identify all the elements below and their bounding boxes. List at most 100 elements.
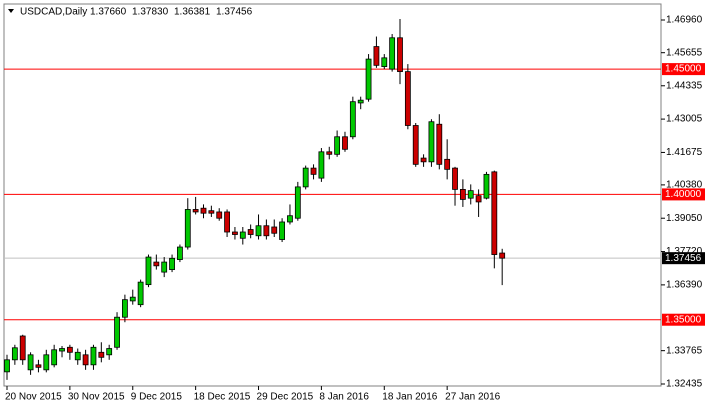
candle-body — [318, 151, 325, 179]
menu-arrow — [8, 9, 14, 13]
candle-body — [412, 125, 419, 165]
candle-body — [177, 246, 183, 260]
candle-body — [200, 207, 207, 214]
y-tick-label: 1.45655 — [666, 47, 703, 58]
candle-body — [389, 37, 396, 70]
candle-body — [66, 346, 73, 353]
level-label: 1.35000 — [665, 314, 702, 325]
candle-body — [208, 210, 215, 214]
x-tick-label: 18 Jan 2016 — [382, 392, 437, 403]
y-tick-label: 1.40380 — [666, 180, 703, 191]
candle-body — [169, 257, 175, 270]
candle-body — [365, 58, 372, 100]
level-label: 1.40000 — [665, 189, 702, 200]
candle-body — [294, 186, 301, 219]
y-tick-label: 1.32435 — [666, 379, 703, 390]
candle-body — [420, 157, 427, 163]
candle-body — [302, 167, 309, 188]
candle-body — [444, 158, 451, 170]
candle-body — [145, 256, 152, 286]
ohlc-label: 1.37456 — [216, 7, 253, 18]
candle-body — [59, 348, 65, 352]
candle-body — [4, 359, 10, 373]
x-tick-label: 18 Dec 2015 — [194, 392, 251, 403]
level-label-box — [662, 63, 705, 76]
y-tick-label: 1.33765 — [666, 345, 703, 356]
level-label: 1.45000 — [665, 64, 702, 75]
x-tick-label: 27 Jan 2016 — [445, 392, 500, 403]
candle-body — [90, 346, 97, 366]
ohlc-label: 1.36381 — [174, 7, 211, 18]
candle-body — [11, 347, 18, 361]
x-tick-label: 8 Jan 2016 — [319, 392, 369, 403]
candle-body — [381, 57, 388, 68]
candle-body — [129, 296, 136, 302]
candle-body — [326, 151, 333, 155]
candle-body — [184, 209, 191, 248]
x-tick-label: 30 Nov 2015 — [68, 392, 125, 403]
candle-body — [452, 167, 458, 190]
candle-body — [51, 349, 58, 366]
candle-body — [98, 351, 105, 358]
candle-body — [475, 195, 482, 203]
candle-body — [224, 211, 230, 233]
candle-body — [122, 299, 128, 318]
candle-body — [35, 364, 42, 368]
candle-body — [232, 231, 238, 235]
candle-body — [263, 225, 270, 237]
y-tick-label: 1.46960 — [666, 15, 703, 26]
candle-body — [491, 171, 498, 255]
x-tick-label: 9 Dec 2015 — [131, 392, 183, 403]
y-tick-label: 1.36390 — [666, 280, 703, 291]
candle-body — [271, 226, 278, 234]
x-tick-label: 20 Nov 2015 — [5, 392, 62, 403]
candle-body — [428, 121, 435, 163]
candle-body — [239, 231, 246, 239]
price-label: 1.37456 — [665, 253, 702, 264]
candle-body — [137, 281, 144, 306]
candle-body — [349, 101, 356, 138]
candle-body — [310, 167, 317, 175]
plot-frame — [3, 3, 662, 387]
candle-body — [334, 136, 341, 155]
candle-body — [19, 335, 26, 361]
candle-body — [82, 354, 89, 366]
y-tick-label: 1.39050 — [666, 213, 703, 224]
candle-body — [153, 261, 160, 267]
y-tick-label: 1.41675 — [666, 147, 703, 158]
candle-body — [216, 211, 223, 219]
candle-body — [106, 348, 113, 356]
candle-body — [247, 229, 254, 235]
y-tick-label: 1.37720 — [666, 246, 703, 257]
candle-body — [287, 215, 293, 223]
candle-body — [436, 123, 443, 165]
candle-body — [114, 316, 120, 348]
candle-body — [357, 99, 364, 104]
candle-body — [27, 354, 34, 371]
candle-body — [499, 252, 506, 259]
candle-body — [373, 46, 380, 66]
ohlc-label: 1.37830 — [132, 7, 169, 18]
candle-body — [74, 351, 81, 361]
candle-body — [43, 354, 50, 371]
chart-title: USDCAD,Daily — [20, 7, 87, 18]
ohlc-label: 1.37660 — [90, 7, 127, 18]
candle-body — [459, 188, 466, 200]
y-tick-label: 1.43005 — [666, 114, 703, 125]
level-label-box — [662, 188, 705, 201]
candle-body — [342, 136, 348, 150]
price-label-box — [662, 252, 705, 265]
candle-body — [192, 209, 199, 213]
candle-body — [161, 261, 168, 273]
candle-body — [255, 225, 262, 237]
candle-body — [279, 221, 286, 240]
x-tick-label: 29 Dec 2015 — [257, 392, 314, 403]
y-tick-label: 1.44335 — [666, 80, 703, 91]
candle-body — [483, 173, 490, 199]
candle-body — [397, 37, 403, 73]
candle-body — [404, 71, 411, 126]
level-label-box — [662, 313, 705, 326]
candle-body — [467, 190, 474, 199]
